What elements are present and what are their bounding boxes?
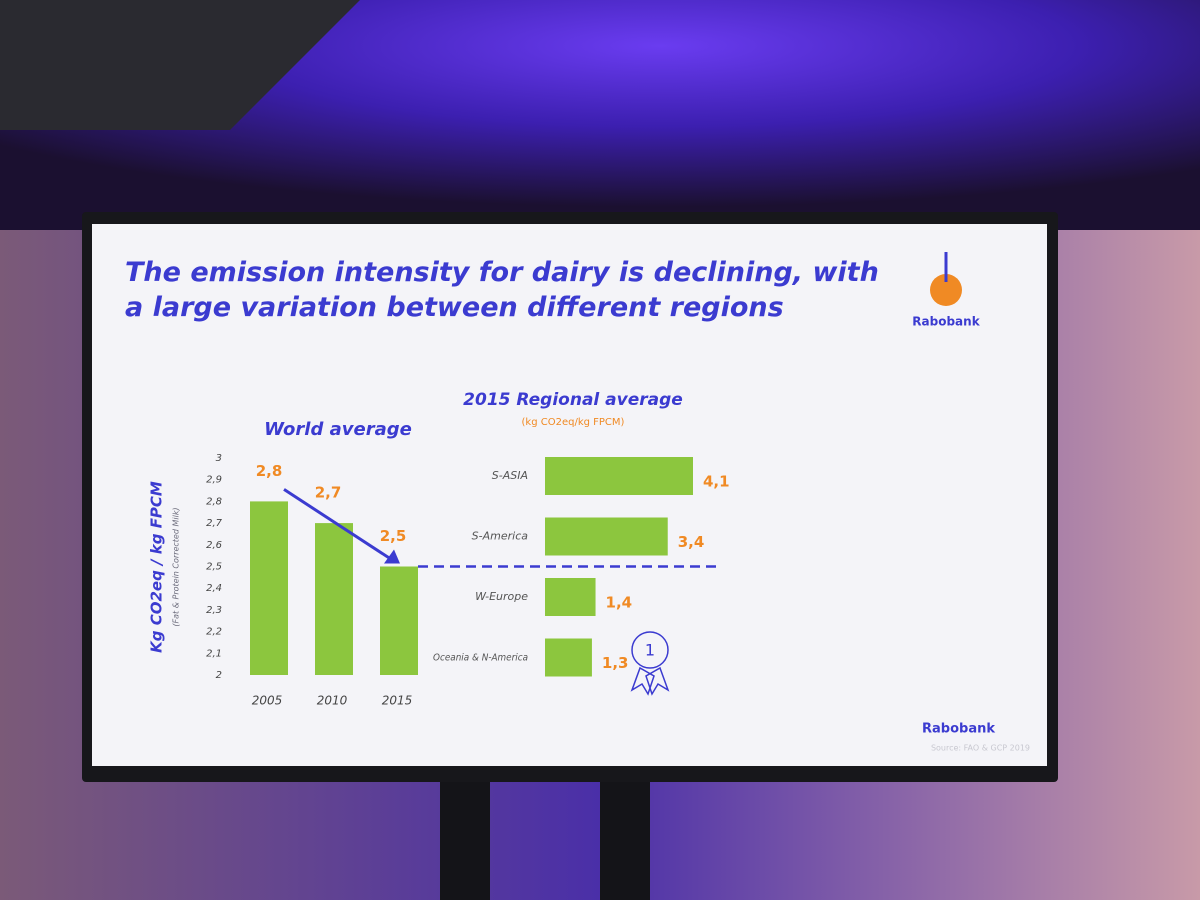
stand — [600, 770, 650, 900]
bar — [545, 578, 596, 616]
bar — [545, 638, 592, 677]
y-tick-label: 2,7 — [206, 518, 223, 529]
chart-title: 2015 Regional average — [463, 390, 683, 410]
award-icon: 1 — [630, 631, 670, 696]
bar — [315, 523, 353, 675]
y-tick-label: 2,4 — [206, 583, 222, 594]
category-label: S-America — [472, 530, 529, 543]
category-label: W-Europe — [475, 590, 528, 603]
value-label: 2,5 — [380, 527, 407, 545]
logo-text: Rabobank — [912, 315, 980, 329]
bar — [545, 517, 668, 556]
medal-number: 1 — [645, 641, 655, 660]
bar — [380, 566, 418, 675]
value-label: 1,4 — [606, 594, 633, 612]
bar — [545, 457, 693, 495]
category-label: Oceania & N-America — [433, 653, 528, 664]
chart-subtitle: (kg CO2eq/kg FPCM) — [522, 417, 625, 428]
x-tick-label: 2005 — [252, 694, 283, 708]
value-label: 2,7 — [315, 484, 342, 502]
source: Source: FAO & GCP 2019 — [931, 744, 1030, 753]
arrow-head — [384, 549, 400, 564]
footer-logo: Rabobank — [922, 722, 995, 737]
y-tick-label: 2,3 — [206, 605, 222, 616]
value-label: 4,1 — [703, 473, 730, 491]
chart-title: World average — [264, 419, 412, 440]
y-tick-label: 2,8 — [206, 496, 222, 507]
medal — [631, 631, 669, 669]
x-tick-label: 2010 — [317, 694, 348, 708]
y-tick-label: 2,6 — [206, 540, 222, 551]
y-tick-label: 2 — [216, 670, 222, 681]
value-label: 3,4 — [678, 533, 705, 551]
y-tick-label: 3 — [216, 453, 222, 464]
x-tick-label: 2015 — [382, 694, 413, 708]
category-label: S-ASIA — [492, 469, 528, 482]
ceiling-panel — [0, 0, 360, 130]
value-label: 1,3 — [602, 654, 629, 672]
y-tick-label: 2,9 — [206, 475, 222, 486]
y-axis-label: Kg CO2eq / kg FPCM — [148, 481, 166, 653]
slide-title: The emission intensity for dairy is decl… — [125, 257, 879, 323]
y-axis-sublabel: (Fat & Protein Corrected Milk) — [172, 507, 181, 626]
stand — [440, 770, 490, 900]
y-tick-label: 2,5 — [206, 562, 222, 573]
value-label: 2,8 — [256, 462, 283, 480]
y-tick-label: 2,2 — [206, 627, 222, 638]
bar — [250, 501, 288, 675]
y-tick-label: 2,1 — [206, 648, 222, 659]
logo: Rabobank — [912, 252, 981, 329]
trend-arrow — [283, 488, 391, 560]
logo-mark — [930, 274, 962, 306]
ribbon — [630, 666, 670, 696]
